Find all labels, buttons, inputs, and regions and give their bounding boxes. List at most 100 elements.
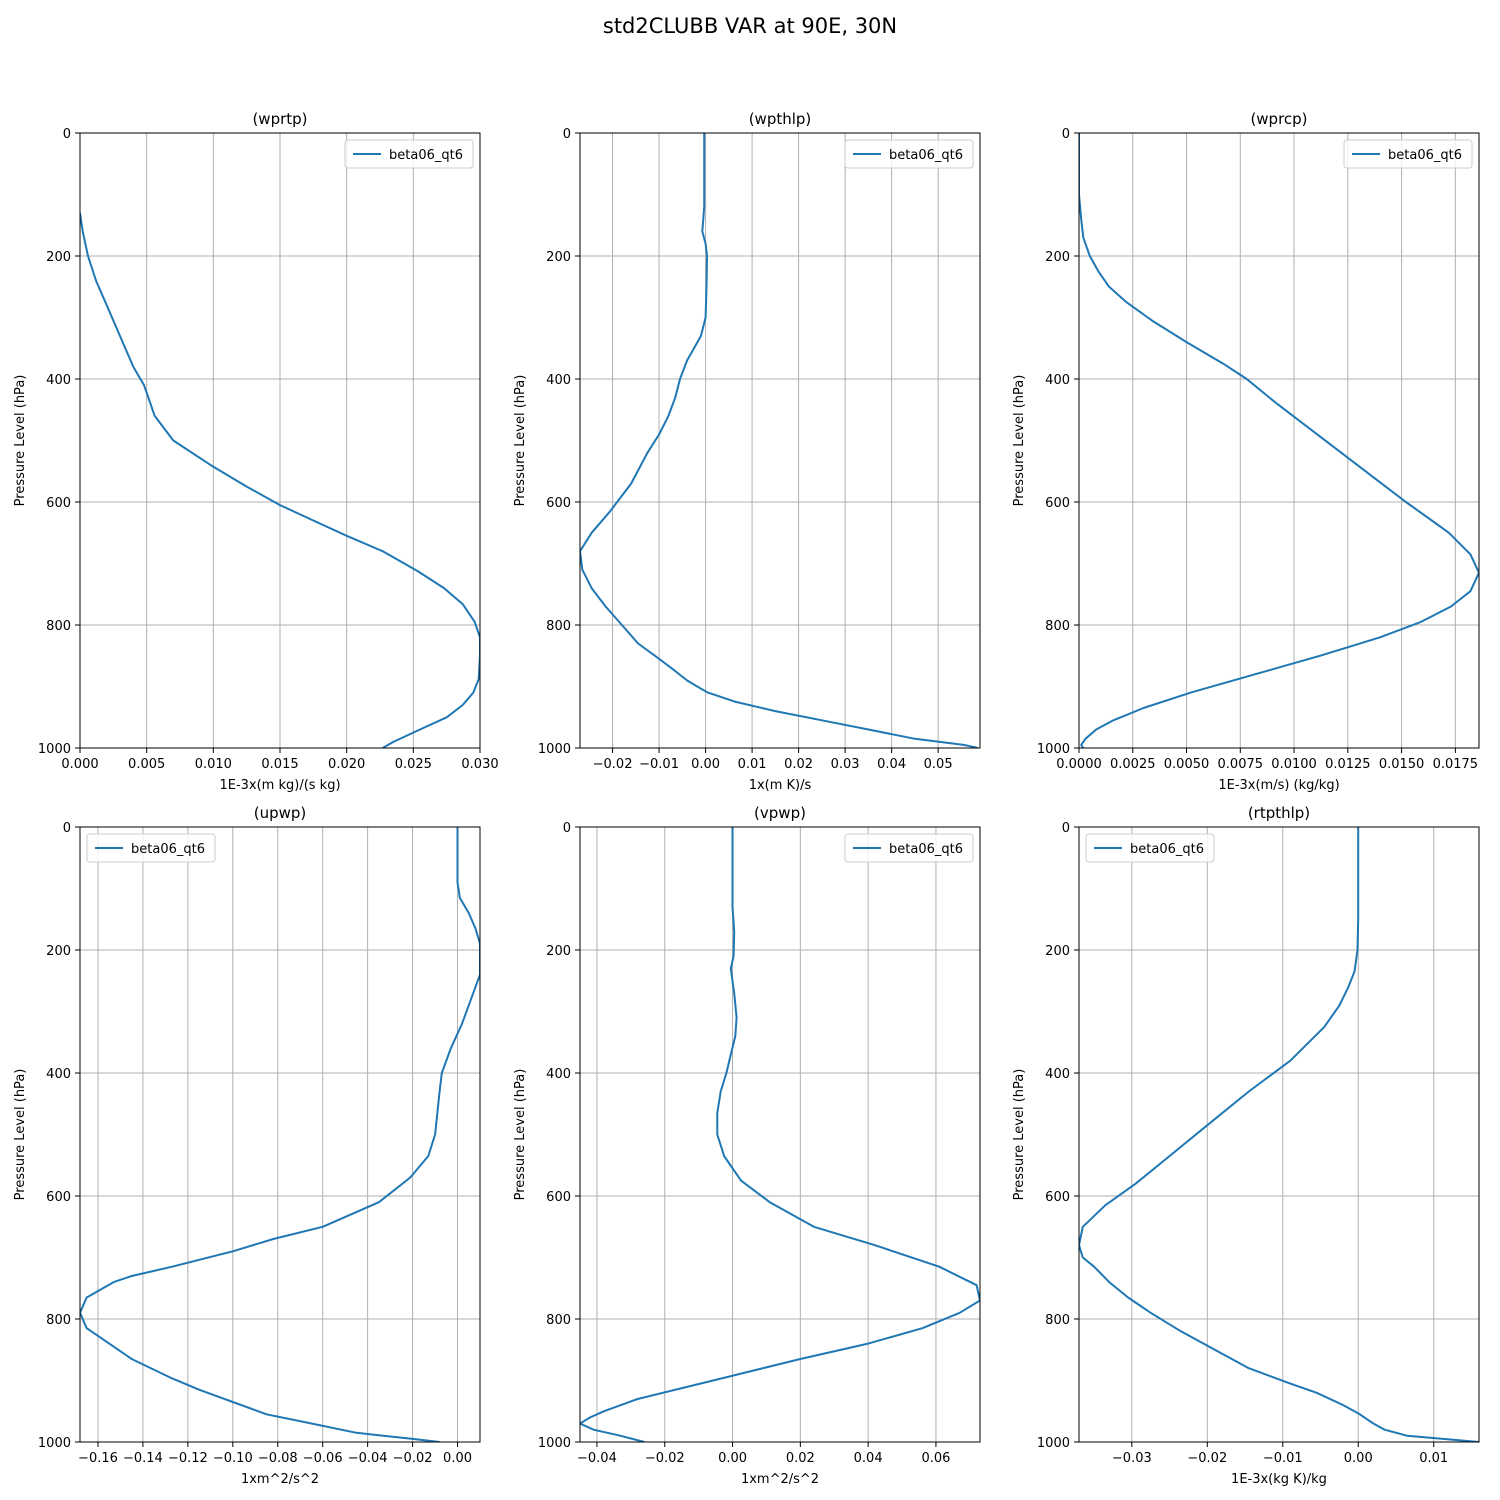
y-tick-label: 600 [1045,496,1070,511]
x-tick-label: 0.00 [1344,1451,1373,1466]
series-line-1 [580,133,978,748]
x-tick-label: 0.04 [854,1451,883,1466]
axes-frame [579,826,981,1443]
x-tick-label: −0.12 [168,1451,208,1466]
axes-frame [579,132,981,749]
subplot-title: (rtpthlp) [1248,804,1310,822]
y-tick-label: 800 [1045,619,1070,634]
y-axis-label: Pressure Level (hPa) [13,1069,28,1201]
subplot-title: (vpwp) [754,804,806,822]
x-axis-label: 1x(m K)/s [749,778,812,793]
x-tick-label: 0.025 [395,757,432,772]
y-tick-label: 0 [63,127,71,142]
y-tick-label: 200 [1045,944,1070,959]
legend-box [1085,833,1215,863]
legend: beta06_qt6 [1343,139,1473,169]
subplot-title: (wprcp) [1250,110,1307,128]
axes-frame [1078,132,1480,749]
figure-title: std2CLUBB VAR at 90E, 30N [602,14,898,38]
x-tick-label: −0.06 [303,1451,343,1466]
legend-entry: beta06_qt6 [889,842,963,857]
y-tick-label: 600 [546,496,571,511]
y-tick-label: 600 [46,496,71,511]
y-tick-label: 400 [1045,1067,1070,1082]
y-tick-label: 1000 [538,742,571,757]
x-tick-label: −0.04 [348,1451,388,1466]
legend: beta06_qt6 [1085,833,1215,863]
y-tick-label: 800 [546,1313,571,1328]
y-tick-label: 0 [1062,821,1070,836]
legend-box [86,833,216,863]
series-line-1 [80,827,480,1442]
y-tick-label: 400 [546,373,571,388]
x-tick-label: 0.00 [443,1451,472,1466]
series-line-1 [580,827,980,1442]
x-tick-label: 0.0000 [1056,757,1102,772]
x-tick-label: 0.0025 [1110,757,1156,772]
x-tick-label: 0.0125 [1325,757,1371,772]
y-tick-label: 200 [546,944,571,959]
x-tick-label: 0.00 [691,757,720,772]
subplot-title: (upwp) [254,804,307,822]
legend: beta06_qt6 [86,833,216,863]
y-tick-label: 800 [46,619,71,634]
x-tick-label: −0.01 [1263,1451,1303,1466]
y-tick-label: 0 [63,821,71,836]
legend-box [844,833,974,863]
y-tick-label: 800 [46,1313,71,1328]
legend-box [844,139,974,169]
x-tick-label: −0.02 [593,757,633,772]
legend-entry: beta06_qt6 [1388,148,1462,163]
x-tick-label: 0.030 [461,757,498,772]
y-tick-label: 200 [1045,250,1070,265]
subplot-6: −0.03 −0.02 −0.01 0.00 0.01 0 200 400 600 800 1000… [1012,804,1480,1487]
x-tick-label: 0.000 [61,757,98,772]
y-tick-label: 200 [46,944,71,959]
x-tick-label: 0.0175 [1433,757,1479,772]
y-tick-label: 600 [1045,1190,1070,1205]
x-tick-label: −0.08 [258,1451,298,1466]
x-tick-label: 0.0075 [1218,757,1264,772]
subplot-title: (wpthlp) [749,110,812,128]
y-tick-label: 0 [1062,127,1070,142]
y-axis-label: Pressure Level (hPa) [1012,375,1027,507]
x-tick-label: 0.04 [877,757,906,772]
legend: beta06_qt6 [844,139,974,169]
x-tick-label: 0.03 [831,757,860,772]
y-tick-label: 1000 [1037,742,1070,757]
y-tick-label: 200 [46,250,71,265]
axes-frame [79,132,481,749]
y-tick-label: 200 [546,250,571,265]
x-tick-label: −0.16 [78,1451,118,1466]
x-tick-label: 0.015 [261,757,298,772]
y-tick-label: 1000 [38,1436,71,1451]
y-axis-label: Pressure Level (hPa) [1012,1069,1027,1201]
y-tick-label: 0 [563,821,571,836]
legend-entry: beta06_qt6 [131,842,205,857]
y-axis-label: Pressure Level (hPa) [513,1069,528,1201]
x-tick-label: −0.02 [645,1451,685,1466]
legend-entry: beta06_qt6 [389,148,463,163]
series-line-1 [1079,827,1479,1442]
x-tick-label: 0.010 [195,757,232,772]
x-tick-label: −0.10 [213,1451,253,1466]
x-tick-label: 0.00 [718,1451,747,1466]
series-line-1 [1079,133,1479,748]
x-axis-label: 1xm^2/s^2 [741,1472,819,1487]
x-tick-label: 0.0100 [1271,757,1317,772]
x-tick-label: −0.02 [1187,1451,1227,1466]
x-tick-label: −0.04 [577,1451,617,1466]
x-tick-label: −0.02 [393,1451,433,1466]
y-tick-label: 0 [563,127,571,142]
y-tick-label: 400 [46,1067,71,1082]
legend-entry: beta06_qt6 [889,148,963,163]
y-tick-label: 600 [546,1190,571,1205]
legend: beta06_qt6 [844,833,974,863]
y-tick-label: 800 [546,619,571,634]
y-tick-label: 400 [46,373,71,388]
x-tick-label: 0.0150 [1379,757,1425,772]
x-axis-label: 1E-3x(kg K)/kg [1231,1472,1327,1487]
x-tick-label: −0.01 [639,757,679,772]
x-tick-label: 0.06 [921,1451,950,1466]
